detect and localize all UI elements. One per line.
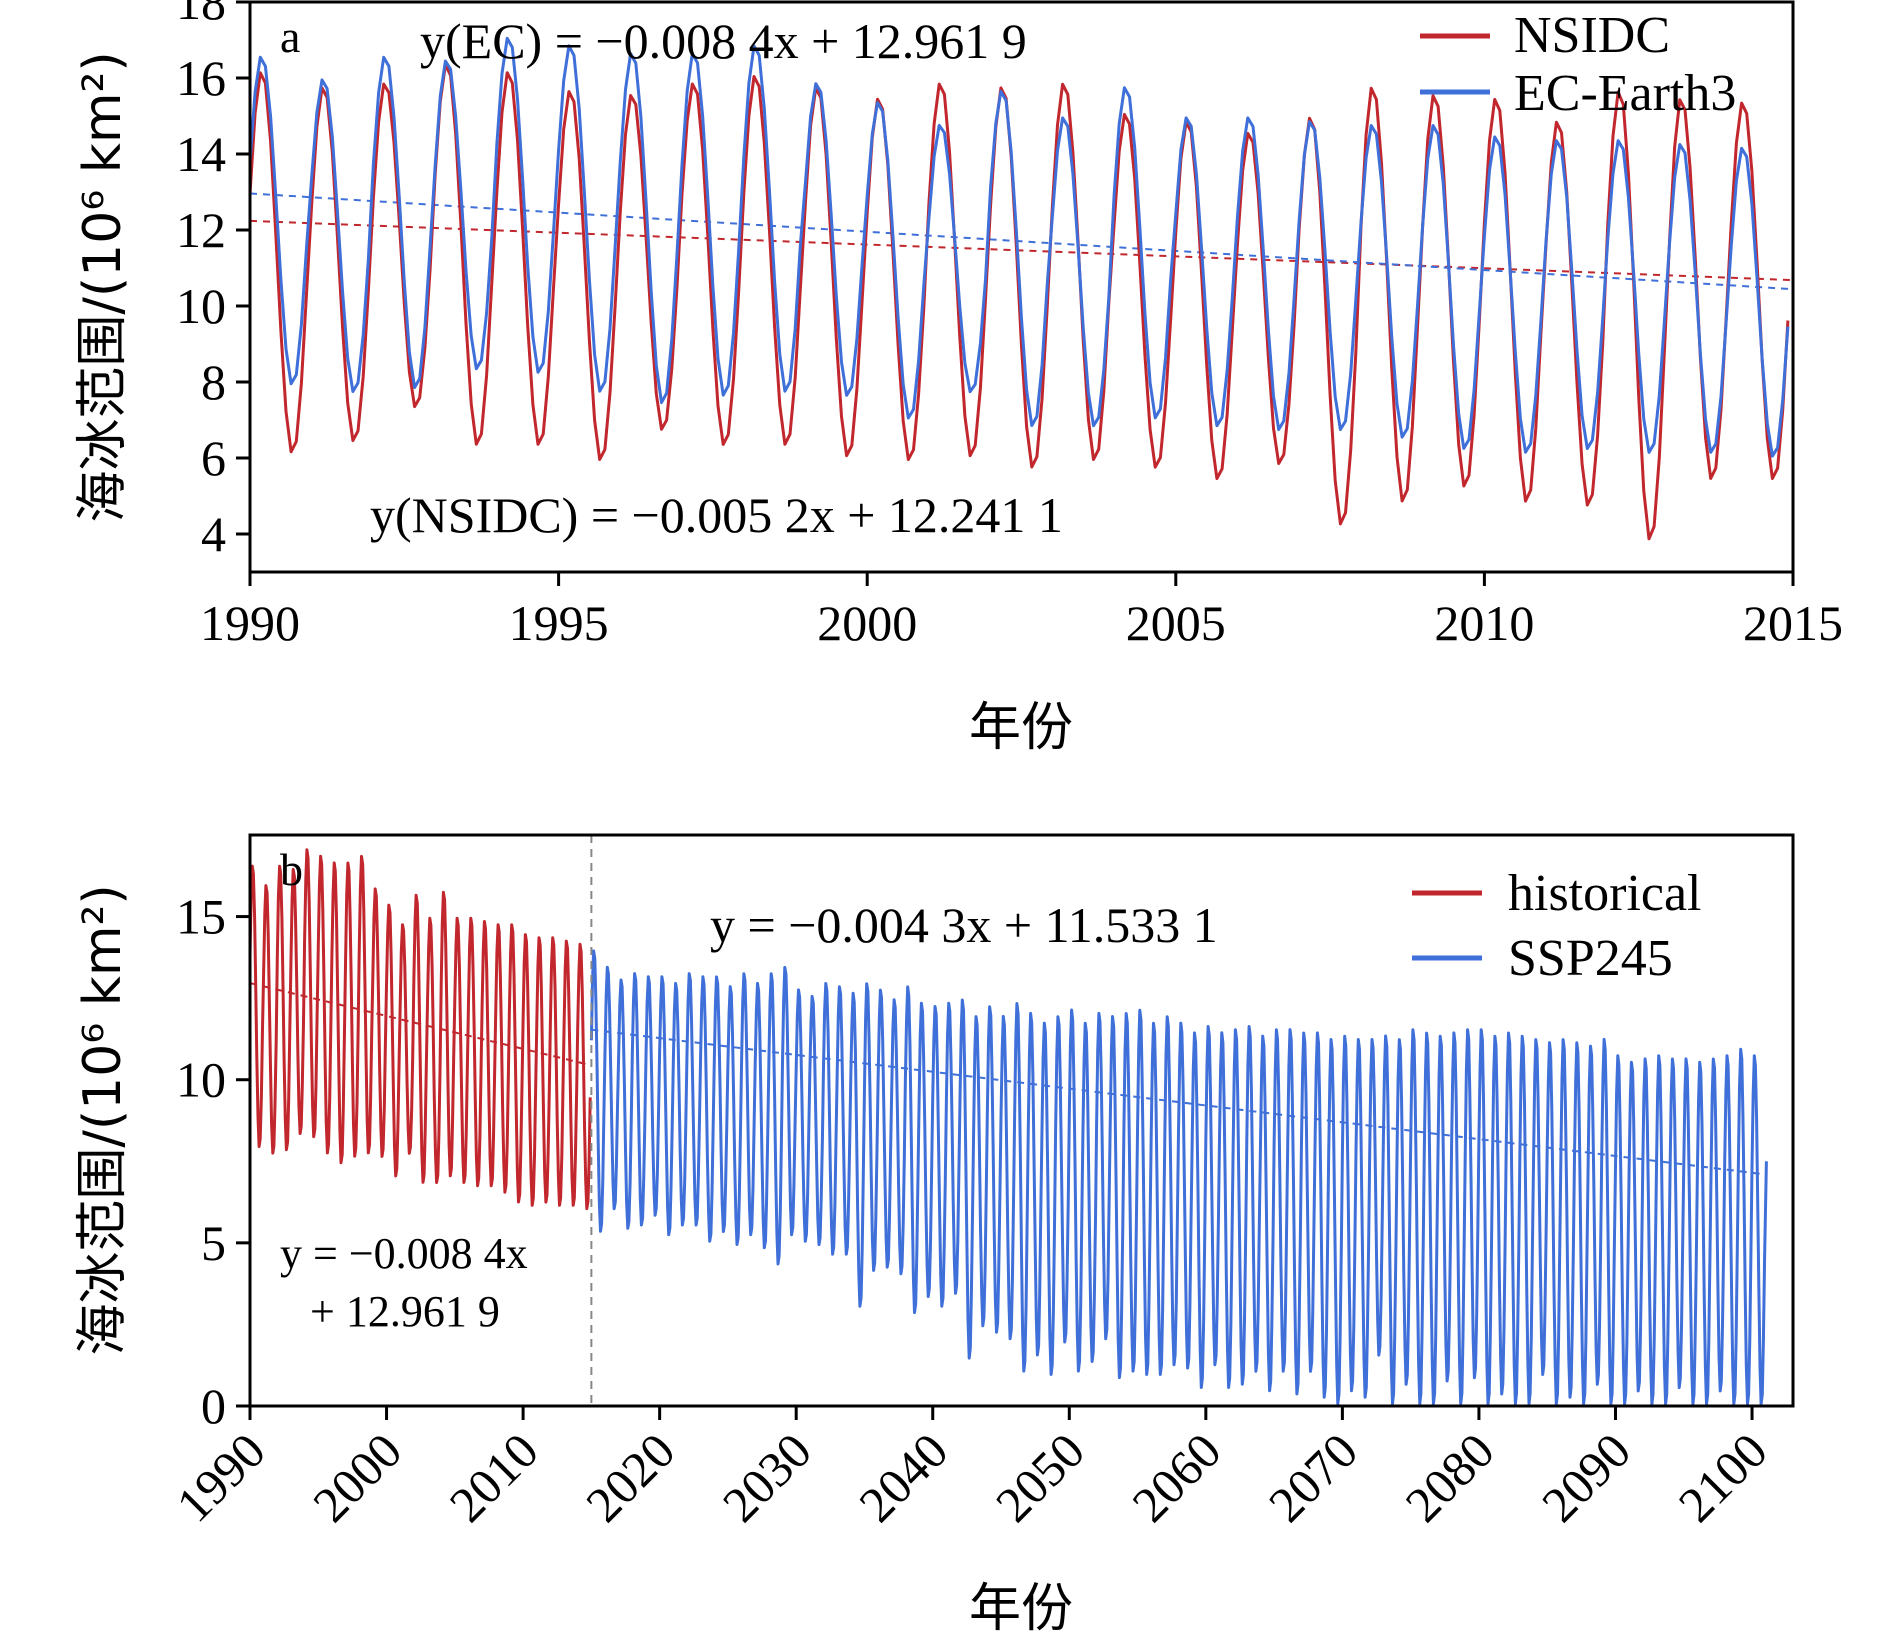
panel-a-x-axis-label: 年份 bbox=[969, 698, 1073, 758]
x-tick-label-2090: 2090 bbox=[1531, 1422, 1641, 1532]
x-tick-label-2015: 2015 bbox=[1743, 595, 1843, 651]
series-line-ssp245 bbox=[589, 949, 1768, 1406]
panel-a-legend: NSIDC EC-Earth3 bbox=[1420, 7, 1736, 122]
panel-b-x-axis-label: 年份 bbox=[969, 1579, 1073, 1639]
y-tick-label-15: 15 bbox=[176, 889, 226, 945]
panel-a-label: a bbox=[280, 11, 300, 62]
x-tick-label-1990: 1990 bbox=[200, 595, 300, 651]
panel-a-x-ticks: 1990 1995 2000 2005 2010 2015 bbox=[200, 572, 1843, 651]
y-tick-label-18: 18 bbox=[176, 0, 226, 30]
panel-b-y-axis-label: 海冰范围/(10⁶ km²) bbox=[73, 884, 133, 1355]
panel-a-ec-equation: y(EC) = −0.008 4x + 12.961 9 bbox=[420, 13, 1027, 69]
y-tick-label-6: 6 bbox=[201, 430, 226, 486]
x-tick-label-2050: 2050 bbox=[985, 1422, 1095, 1532]
panel-b-historical-equation-line2: + 12.961 9 bbox=[310, 1287, 500, 1336]
y-tick-label-16: 16 bbox=[176, 50, 226, 106]
x-tick-label-2040: 2040 bbox=[848, 1422, 958, 1532]
panel-a-trend-lines bbox=[249, 192, 1794, 291]
x-tick-label-2060: 2060 bbox=[1121, 1422, 1231, 1532]
x-tick-label-2020: 2020 bbox=[575, 1422, 685, 1532]
legend-label-ssp245: SSP245 bbox=[1508, 930, 1673, 987]
panel-a-nsidc-equation: y(NSIDC) = −0.005 2x + 12.241 1 bbox=[370, 487, 1063, 543]
trend-line-nsidc bbox=[249, 219, 1794, 282]
x-tick-label-2010: 2010 bbox=[439, 1422, 549, 1532]
y-tick-label-12: 12 bbox=[176, 202, 226, 258]
x-tick-label-2010: 2010 bbox=[1434, 595, 1534, 651]
x-tick-label-2070: 2070 bbox=[1258, 1422, 1368, 1532]
x-tick-label-2000: 2000 bbox=[817, 595, 917, 651]
x-tick-label-2005: 2005 bbox=[1126, 595, 1226, 651]
panel-a-y-ticks: 4 6 8 10 12 14 16 18 bbox=[176, 0, 250, 562]
legend-label-ec-earth3: EC-Earth3 bbox=[1514, 65, 1736, 122]
x-tick-label-2000: 2000 bbox=[302, 1422, 412, 1532]
y-tick-label-10: 10 bbox=[176, 278, 226, 334]
x-tick-label-2080: 2080 bbox=[1394, 1422, 1504, 1532]
panel-a-y-axis-label: 海冰范围/(10⁶ km²) bbox=[73, 51, 133, 522]
x-tick-label-2030: 2030 bbox=[712, 1422, 822, 1532]
x-tick-label-1990: 1990 bbox=[165, 1422, 275, 1532]
panel-b-historical-equation-line1: y = −0.008 4x bbox=[280, 1229, 528, 1278]
y-tick-label-5: 5 bbox=[201, 1215, 226, 1271]
y-tick-label-14: 14 bbox=[176, 126, 226, 182]
panel-b: 1990 2000 2010 2020 2030 2040 2050 2060 2070 2080… bbox=[73, 833, 1795, 1639]
x-tick-label-1995: 1995 bbox=[509, 595, 609, 651]
legend-label-historical: historical bbox=[1508, 865, 1702, 922]
legend-label-nsidc: NSIDC bbox=[1514, 7, 1670, 64]
panel-b-label: b bbox=[280, 844, 303, 895]
series-line-ec-earth3 bbox=[248, 36, 1790, 458]
panel-b-x-ticks: 1990 2000 2010 2020 2030 2040 2050 2060 2070 2080… bbox=[165, 1406, 1778, 1532]
panel-b-y-ticks: 0 5 10 15 bbox=[176, 889, 250, 1434]
y-tick-label-0: 0 bbox=[201, 1378, 226, 1434]
panel-a: 1990 1995 2000 2005 2010 2015 4 6 8 10 12 14 16 18 a… bbox=[73, 0, 1843, 758]
panel-b-plot-frame bbox=[248, 833, 1795, 1408]
panel-a-plot-frame bbox=[248, 0, 1795, 574]
panel-a-series-lines bbox=[248, 36, 1790, 541]
panel-b-legend: historical SSP245 bbox=[1412, 865, 1702, 987]
y-tick-label-4: 4 bbox=[201, 506, 226, 562]
series-line-historical bbox=[248, 848, 592, 1211]
panel-b-series-lines bbox=[248, 848, 1768, 1406]
panel-b-ssp245-equation: y = −0.004 3x + 11.533 1 bbox=[710, 897, 1218, 953]
series-line-nsidc bbox=[248, 63, 1790, 541]
x-tick-label-2100: 2100 bbox=[1668, 1422, 1778, 1532]
y-tick-label-10: 10 bbox=[176, 1052, 226, 1108]
y-tick-label-8: 8 bbox=[201, 354, 226, 410]
trend-line-ec-earth3 bbox=[249, 192, 1794, 291]
